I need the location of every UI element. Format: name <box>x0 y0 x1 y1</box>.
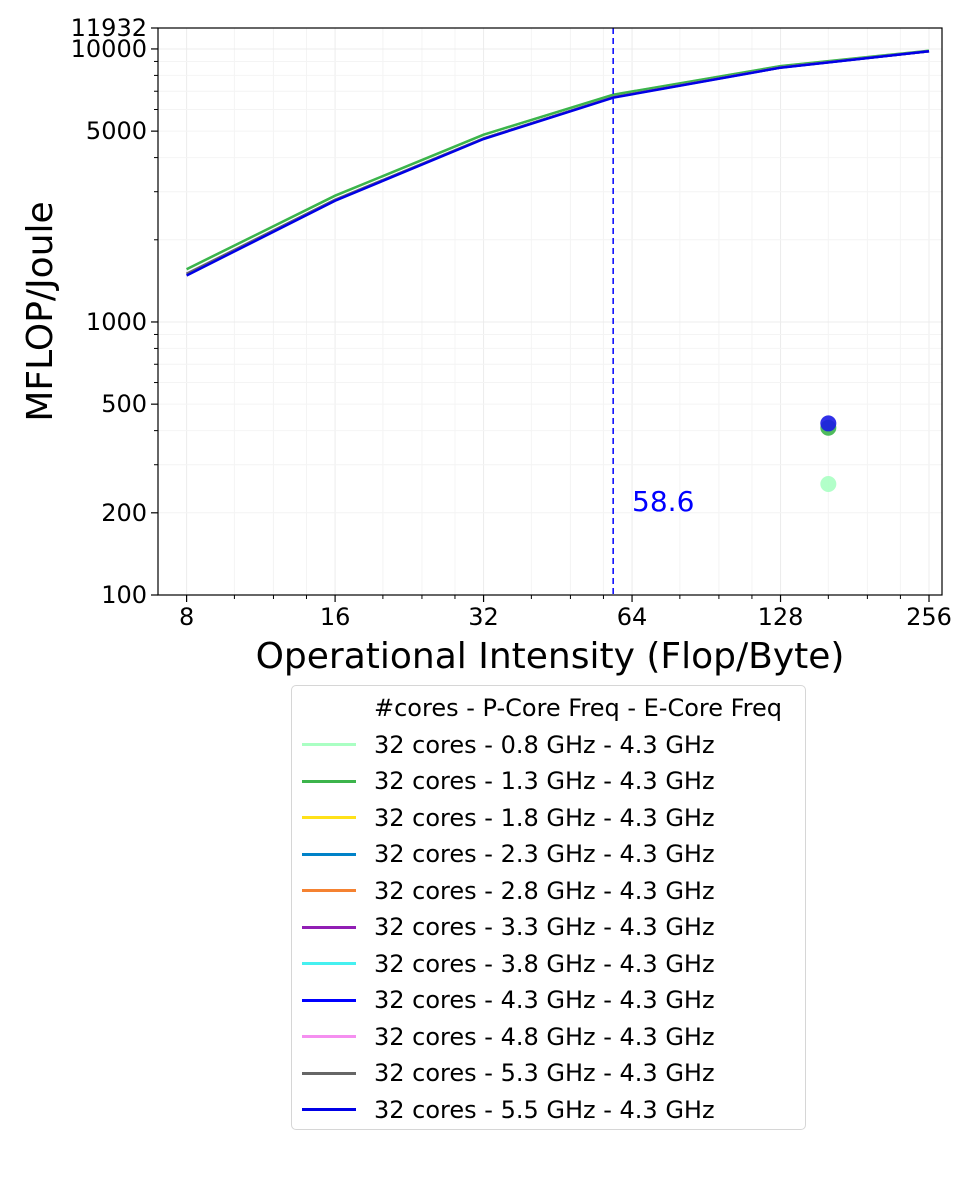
legend-item: 32 cores - 1.8 GHz - 4.3 GHz <box>292 800 805 837</box>
data-point-1 <box>820 476 837 493</box>
y-tick-label: 500 <box>101 390 147 418</box>
series-line-6 <box>186 50 930 276</box>
series-line-11 <box>186 50 930 277</box>
legend-label: 32 cores - 3.3 GHz - 4.3 GHz <box>374 913 715 942</box>
x-tick-label: 8 <box>179 603 194 631</box>
y-tick-label: 11932 <box>71 14 147 42</box>
legend-label: 32 cores - 3.8 GHz - 4.3 GHz <box>374 949 715 978</box>
legend-item: 32 cores - 1.3 GHz - 4.3 GHz <box>292 763 805 800</box>
legend-label: 32 cores - 1.8 GHz - 4.3 GHz <box>374 803 715 832</box>
legend-item: 32 cores - 2.3 GHz - 4.3 GHz <box>292 836 805 873</box>
x-tick-label: 64 <box>617 603 648 631</box>
series-line-3 <box>186 50 930 276</box>
legend-swatch <box>302 998 356 1002</box>
legend-label: 32 cores - 5.3 GHz - 4.3 GHz <box>374 1059 715 1088</box>
legend-label: 32 cores - 1.3 GHz - 4.3 GHz <box>374 767 715 796</box>
series-lines <box>186 49 930 277</box>
legend-item: 32 cores - 5.5 GHz - 4.3 GHz <box>292 1092 805 1129</box>
y-tick-label: 100 <box>101 581 147 609</box>
x-tick-label: 256 <box>906 603 952 631</box>
legend-label: 32 cores - 5.5 GHz - 4.3 GHz <box>374 1095 715 1124</box>
y-tick-label: 1000 <box>86 308 147 336</box>
y-tick-label: 10000 <box>71 35 147 63</box>
plot-frame <box>157 27 943 596</box>
y-tick-label: 200 <box>101 499 147 527</box>
y-axis-title: MFLOP/Joule <box>20 201 61 421</box>
series-line-2 <box>186 49 930 271</box>
legend-swatch <box>302 925 356 929</box>
x-axis-title: Operational Intensity (Flop/Byte) <box>256 636 845 677</box>
legend-label: 32 cores - 4.3 GHz - 4.3 GHz <box>374 986 715 1015</box>
legend-item: 32 cores - 4.3 GHz - 4.3 GHz <box>292 982 805 1019</box>
legend-swatch <box>302 962 356 966</box>
legend-item: 32 cores - 2.8 GHz - 4.3 GHz <box>292 873 805 910</box>
legend-label: 32 cores - 2.8 GHz - 4.3 GHz <box>374 876 715 905</box>
data-point-3 <box>820 415 837 432</box>
legend-swatch <box>302 743 356 747</box>
series-line-4 <box>186 50 930 276</box>
series-line-7 <box>186 50 930 276</box>
roofline-chart: 58.6 8 16 32 64 128 256 100 200 500 1000 5000 1000… <box>20 14 952 677</box>
x-tick-label: 128 <box>758 603 804 631</box>
grid-lines <box>158 28 942 596</box>
legend-item: 32 cores - 3.3 GHz - 4.3 GHz <box>292 909 805 946</box>
legend-swatch <box>302 779 356 783</box>
legend-swatch <box>302 889 356 893</box>
legend-swatch <box>302 1071 356 1075</box>
measured-points <box>820 415 837 493</box>
x-axis-ticks: 8 16 32 64 128 256 <box>179 595 952 631</box>
legend-item: 32 cores - 5.3 GHz - 4.3 GHz <box>292 1055 805 1092</box>
legend-title-row: #cores - P-Core Freq - E-Core Freq <box>292 690 805 727</box>
legend-swatch <box>302 1035 356 1039</box>
legend-label: 32 cores - 0.8 GHz - 4.3 GHz <box>374 730 715 759</box>
x-tick-label: 16 <box>320 603 351 631</box>
legend-item: 32 cores - 3.8 GHz - 4.3 GHz <box>292 946 805 983</box>
series-line-8 <box>186 50 930 276</box>
legend-title: #cores - P-Core Freq - E-Core Freq <box>374 694 783 723</box>
series-line-9 <box>186 50 930 276</box>
legend-item: 32 cores - 0.8 GHz - 4.3 GHz <box>292 727 805 764</box>
x-tick-label: 32 <box>468 603 499 631</box>
legend-swatch <box>302 1108 356 1112</box>
series-line-10 <box>186 50 930 276</box>
series-line-1 <box>186 49 930 271</box>
legend-item: 32 cores - 4.8 GHz - 4.3 GHz <box>292 1019 805 1056</box>
y-tick-label: 5000 <box>86 117 147 145</box>
legend: #cores - P-Core Freq - E-Core Freq 32 co… <box>291 685 806 1130</box>
legend-swatch <box>302 852 356 856</box>
ridge-point-label: 58.6 <box>632 485 694 518</box>
series-line-5 <box>186 50 930 276</box>
legend-label: 32 cores - 4.8 GHz - 4.3 GHz <box>374 1022 715 1051</box>
legend-label: 32 cores - 2.3 GHz - 4.3 GHz <box>374 840 715 869</box>
legend-swatch <box>302 816 356 820</box>
